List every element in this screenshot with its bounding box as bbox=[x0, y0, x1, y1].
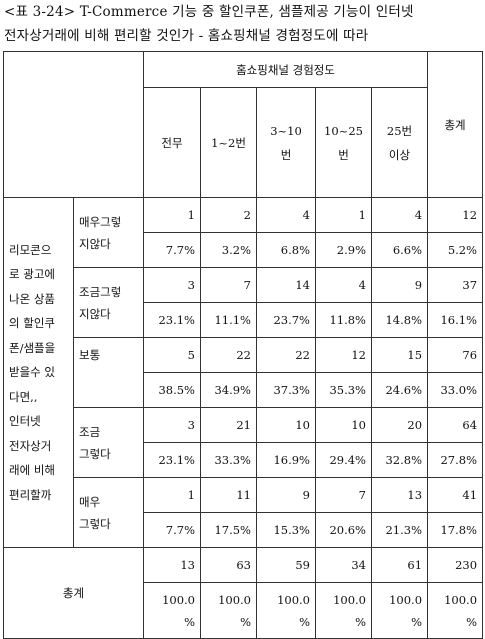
count-cell: 3 bbox=[143, 267, 201, 303]
pct-cell: 32.8% bbox=[370, 442, 429, 478]
count-cell: 3 bbox=[143, 407, 201, 443]
col-header-25-plus: 25번 이상 bbox=[370, 87, 429, 198]
document-page: <표 3-24> T-Commerce 기능 중 할인쿠폰, 샘플제공 기능이 … bbox=[3, 0, 484, 639]
count-cell: 9 bbox=[256, 477, 316, 513]
pct-cell: 3.2% bbox=[200, 232, 257, 268]
caption-line-2: 전자상거래에 비해 편리할 것인가 - 홈쇼핑채널 경험정도에 따라 bbox=[4, 28, 369, 44]
count-cell: 9 bbox=[370, 267, 429, 303]
pct-cell: 17.5% bbox=[200, 512, 257, 548]
grand-total-label: 총계 bbox=[3, 547, 144, 639]
grand-total-pct: 100.0% bbox=[427, 582, 484, 639]
pct-cell: 38.5% bbox=[143, 372, 201, 408]
row-label-somewhat-agree: 조금 그렇다 bbox=[73, 407, 144, 478]
count-cell: 4 bbox=[256, 197, 316, 233]
pct-cell: 35.3% bbox=[315, 372, 372, 408]
row-total-cell: 41 bbox=[427, 477, 484, 513]
row-label-strongly-disagree: 매우그렇 지않다 bbox=[73, 197, 144, 268]
pct-cell: 23.1% bbox=[143, 302, 201, 338]
pct-cell: 33.3% bbox=[200, 442, 257, 478]
count-cell: 4 bbox=[370, 197, 429, 233]
crosstab-table: 홈쇼핑채널 경험정도 총계 전무 1~2번 3~10 번 10~25 번 25번 이상… bbox=[3, 51, 484, 639]
count-cell: 20 bbox=[370, 407, 429, 443]
count-cell: 15 bbox=[370, 337, 429, 373]
count-cell: 10 bbox=[256, 407, 316, 443]
col-header-1-2: 1~2번 bbox=[200, 87, 257, 198]
count-cell: 14 bbox=[256, 267, 316, 303]
pct-cell: 23.7% bbox=[256, 302, 316, 338]
pct-cell: 34.9% bbox=[200, 372, 257, 408]
group-header: 홈쇼핑채널 경험정도 bbox=[142, 51, 429, 88]
total-pct-cell: 100.0% bbox=[315, 582, 372, 639]
total-header: 총계 bbox=[427, 51, 484, 198]
row-label-strongly-agree: 매우 그렇다 bbox=[73, 477, 144, 548]
count-cell: 22 bbox=[256, 337, 316, 373]
row-total-pct-cell: 17.8% bbox=[427, 512, 484, 548]
count-cell: 5 bbox=[143, 337, 201, 373]
row-total-pct-cell: 5.2% bbox=[427, 232, 484, 268]
pct-cell: 16.9% bbox=[256, 442, 316, 478]
count-cell: 7 bbox=[200, 267, 257, 303]
pct-cell: 11.8% bbox=[315, 302, 372, 338]
count-cell: 1 bbox=[315, 197, 372, 233]
pct-cell: 11.1% bbox=[200, 302, 257, 338]
pct-cell: 21.3% bbox=[370, 512, 429, 548]
pct-cell: 6.8% bbox=[256, 232, 316, 268]
pct-cell: 2.9% bbox=[315, 232, 372, 268]
question-cell: 리모콘으 로 광고에 나온 상품 의 할인쿠 폰/샘플을 받을수 있 다면,, … bbox=[3, 197, 74, 548]
pct-cell: 14.8% bbox=[370, 302, 429, 338]
row-total-cell: 12 bbox=[427, 197, 484, 233]
row-total-cell: 64 bbox=[427, 407, 484, 443]
total-pct-cell: 100.0% bbox=[143, 582, 201, 639]
count-cell: 21 bbox=[200, 407, 257, 443]
pct-cell: 7.7% bbox=[143, 512, 201, 548]
total-pct-cell: 100.0% bbox=[200, 582, 257, 639]
total-count-cell: 63 bbox=[200, 547, 257, 583]
count-cell: 1 bbox=[143, 477, 201, 513]
pct-cell: 37.3% bbox=[256, 372, 316, 408]
count-cell: 1 bbox=[143, 197, 201, 233]
pct-cell: 29.4% bbox=[315, 442, 372, 478]
table-caption: <표 3-24> T-Commerce 기능 중 할인쿠폰, 샘플제공 기능이 … bbox=[4, 0, 482, 48]
pct-cell: 20.6% bbox=[315, 512, 372, 548]
pct-cell: 23.1% bbox=[143, 442, 201, 478]
corner-cell bbox=[3, 51, 144, 198]
row-label-neutral: 보통 bbox=[73, 337, 144, 408]
col-header-3-10: 3~10 번 bbox=[256, 87, 316, 198]
row-total-pct-cell: 27.8% bbox=[427, 442, 484, 478]
row-total-pct-cell: 33.0% bbox=[427, 372, 484, 408]
total-count-cell: 59 bbox=[256, 547, 316, 583]
total-count-cell: 61 bbox=[370, 547, 429, 583]
count-cell: 12 bbox=[315, 337, 372, 373]
col-header-none: 전무 bbox=[143, 87, 201, 198]
pct-cell: 15.3% bbox=[256, 512, 316, 548]
row-label-somewhat-disagree: 조금그렇 지않다 bbox=[73, 267, 144, 338]
total-pct-cell: 100.0% bbox=[256, 582, 316, 639]
pct-cell: 6.6% bbox=[370, 232, 429, 268]
count-cell: 13 bbox=[370, 477, 429, 513]
grand-total-count: 230 bbox=[427, 547, 484, 583]
total-count-cell: 13 bbox=[143, 547, 201, 583]
count-cell: 2 bbox=[200, 197, 257, 233]
total-pct-cell: 100.0% bbox=[370, 582, 429, 639]
row-total-cell: 37 bbox=[427, 267, 484, 303]
total-count-cell: 34 bbox=[315, 547, 372, 583]
row-total-pct-cell: 16.1% bbox=[427, 302, 484, 338]
row-total-cell: 76 bbox=[427, 337, 484, 373]
caption-line-1: <표 3-24> T-Commerce 기능 중 할인쿠폰, 샘플제공 기능이 … bbox=[4, 4, 414, 20]
count-cell: 22 bbox=[200, 337, 257, 373]
pct-cell: 24.6% bbox=[370, 372, 429, 408]
count-cell: 7 bbox=[315, 477, 372, 513]
pct-cell: 7.7% bbox=[143, 232, 201, 268]
count-cell: 10 bbox=[315, 407, 372, 443]
count-cell: 4 bbox=[315, 267, 372, 303]
col-header-10-25: 10~25 번 bbox=[315, 87, 372, 198]
count-cell: 11 bbox=[200, 477, 257, 513]
